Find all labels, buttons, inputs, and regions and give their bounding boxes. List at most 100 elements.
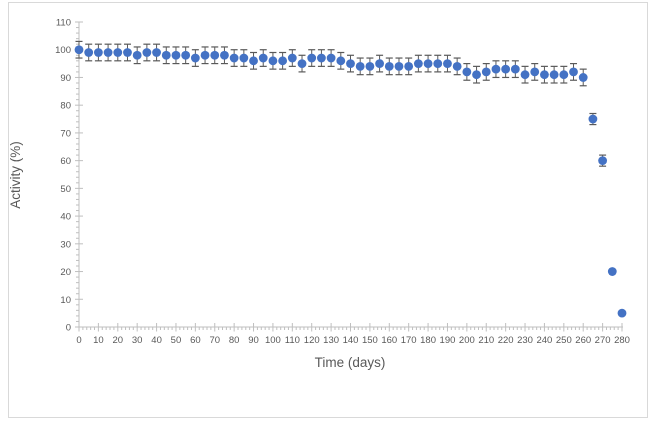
data-point[interactable]: [569, 67, 578, 77]
y-tick-label: 100: [55, 45, 71, 56]
y-axis: 0 10 20 30 40 50 60 70 80 90 100 110: [55, 18, 83, 334]
data-point[interactable]: [190, 53, 200, 63]
x-tick-label: 180: [420, 335, 436, 346]
y-tick-label: 80: [60, 101, 71, 112]
x-tick-label: 20: [112, 335, 123, 346]
y-tick-label: 0: [66, 323, 71, 334]
data-point[interactable]: [452, 61, 462, 71]
data-point[interactable]: [549, 70, 559, 80]
y-tick-label: 110: [56, 18, 71, 29]
x-tick-label: 160: [381, 335, 397, 346]
x-tick-label: 250: [556, 335, 572, 346]
data-point[interactable]: [307, 53, 317, 63]
data-point[interactable]: [239, 53, 249, 63]
data-point[interactable]: [404, 61, 414, 71]
data-point[interactable]: [598, 156, 608, 166]
x-tick-label: 110: [285, 335, 300, 346]
x-tick-label: 200: [459, 335, 475, 346]
data-point[interactable]: [423, 59, 433, 68]
data-point[interactable]: [142, 48, 152, 57]
data-point[interactable]: [74, 45, 84, 55]
x-tick-label: 150: [362, 335, 378, 346]
y-tick-label: 60: [60, 156, 71, 167]
x-tick-label: 270: [595, 335, 611, 346]
x-tick-label: 90: [248, 335, 259, 346]
x-axis-title: Time (days): [315, 355, 386, 370]
x-tick-label: 280: [614, 335, 630, 346]
data-point[interactable]: [384, 61, 394, 71]
x-tick-label: 240: [536, 335, 552, 346]
data-point[interactable]: [481, 67, 491, 77]
chart-svg: 0 10 20 30 40 50 60 70 80 90 100 110 0 10 20 30 40 50 60 7…: [8, 18, 630, 371]
data-point[interactable]: [559, 70, 569, 80]
data-point[interactable]: [220, 50, 229, 60]
data-point[interactable]: [161, 50, 171, 60]
data-points[interactable]: [74, 45, 627, 318]
data-point[interactable]: [171, 50, 181, 60]
data-point[interactable]: [443, 59, 452, 68]
data-point[interactable]: [103, 48, 113, 57]
y-tick-label: 30: [60, 239, 71, 250]
x-tick-label: 130: [323, 335, 339, 346]
x-tick-label: 220: [498, 335, 514, 346]
data-point[interactable]: [472, 70, 481, 80]
data-point[interactable]: [123, 48, 132, 57]
y-tick-label: 90: [60, 73, 71, 84]
x-tick-label: 70: [209, 335, 220, 346]
data-point[interactable]: [132, 50, 142, 60]
x-tick-label: 230: [517, 335, 533, 346]
data-point[interactable]: [510, 64, 520, 74]
data-point[interactable]: [317, 53, 326, 63]
data-point[interactable]: [491, 64, 501, 74]
x-axis: 0 10 20 30 40 50 60 70 80 90 100 110 120 130 140 150 160…: [76, 323, 630, 346]
data-point[interactable]: [540, 70, 549, 80]
y-tick-label: 10: [60, 295, 71, 306]
data-point[interactable]: [297, 59, 307, 68]
data-point[interactable]: [152, 48, 161, 57]
data-point[interactable]: [229, 53, 239, 63]
data-point[interactable]: [617, 308, 627, 318]
data-point[interactable]: [268, 56, 278, 66]
data-point[interactable]: [413, 59, 423, 68]
data-point[interactable]: [394, 61, 404, 71]
data-point[interactable]: [181, 50, 191, 60]
x-tick-label: 100: [265, 335, 281, 346]
data-point[interactable]: [200, 50, 210, 60]
x-tick-label: 10: [93, 335, 104, 346]
data-point[interactable]: [210, 50, 220, 60]
data-point[interactable]: [84, 48, 94, 57]
y-axis-title: Activity (%): [9, 141, 23, 209]
x-tick-label: 60: [190, 335, 201, 346]
y-tick-label: 50: [60, 184, 71, 195]
data-point[interactable]: [355, 61, 365, 71]
y-tick-label: 70: [60, 128, 71, 139]
data-point[interactable]: [607, 267, 617, 276]
data-point[interactable]: [278, 56, 288, 66]
data-point[interactable]: [462, 67, 472, 77]
data-point[interactable]: [326, 53, 336, 63]
data-point[interactable]: [113, 48, 123, 57]
x-tick-label: 50: [171, 335, 182, 346]
data-point[interactable]: [501, 64, 511, 74]
x-tick-label: 210: [478, 335, 494, 346]
data-point[interactable]: [249, 56, 258, 66]
data-point[interactable]: [287, 53, 297, 63]
x-tick-label: 170: [401, 335, 417, 346]
data-point[interactable]: [588, 114, 598, 124]
x-tick-label: 80: [229, 335, 240, 346]
data-point[interactable]: [520, 70, 530, 80]
data-point[interactable]: [336, 56, 346, 66]
data-point[interactable]: [365, 61, 375, 71]
x-tick-label: 30: [132, 335, 143, 346]
data-point[interactable]: [93, 48, 103, 57]
x-tick-label: 0: [76, 335, 81, 346]
x-tick-label: 260: [575, 335, 591, 346]
chart-object[interactable]: 0 10 20 30 40 50 60 70 80 90 100 110 0 10 20 30 40 50 60 7…: [8, 2, 648, 418]
data-point[interactable]: [433, 59, 443, 68]
data-point[interactable]: [375, 59, 384, 68]
data-point[interactable]: [578, 73, 588, 82]
data-point[interactable]: [346, 59, 355, 68]
data-point[interactable]: [530, 67, 540, 77]
data-point[interactable]: [258, 53, 268, 63]
